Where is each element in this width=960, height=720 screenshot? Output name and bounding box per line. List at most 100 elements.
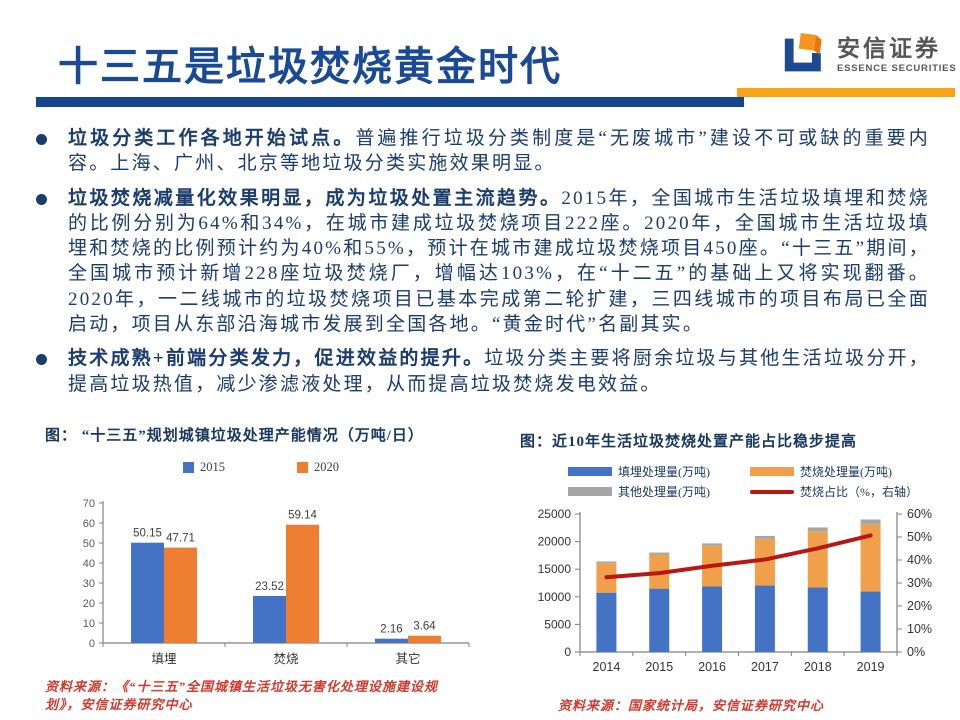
chart-legend: 填埋处理量(万吨) 焚烧处理量(万吨) 其他处理量(万吨) 焚烧占比（%，右轴） — [568, 463, 960, 500]
bar-value-label: 59.14 — [288, 510, 317, 522]
bullet-lead: 垃圾焚烧减量化效果明显，成为垃圾处置主流趋势。 — [68, 187, 562, 209]
legend-label: 焚烧处理量(万吨) — [800, 465, 892, 479]
bar — [286, 524, 319, 643]
divider-orange — [737, 88, 955, 97]
bar-value-label: 23.52 — [255, 581, 284, 593]
legend-label: 焚烧占比（%，右轴） — [800, 485, 918, 499]
stacked-bar-segment — [860, 519, 881, 525]
bullet-dot — [36, 193, 47, 205]
bar — [375, 638, 408, 643]
y-tick-label: 60 — [83, 518, 95, 530]
y-tick-label-left: 5000 — [544, 617, 571, 631]
y-tick-label: 10 — [83, 618, 95, 630]
legend-item: 2015 — [183, 459, 225, 475]
x-category-label: 其它 — [395, 651, 420, 666]
y-tick-label-right: 50% — [907, 530, 932, 544]
legend-label: 其他处理量(万吨) — [618, 485, 710, 499]
stacked-bar-segment — [596, 561, 617, 564]
x-category-label: 2015 — [645, 660, 673, 674]
bullet-text: 垃圾分类主要将厨余垃圾与其他生活垃圾分开，提高垃圾热值，减少渗滤液处理，从而提高… — [68, 348, 930, 395]
figure-landfill-vs-incineration: 图： “十三五”规划城镇垃圾处理产能情况（万吨/日） 2015 2020 0 10 2… — [45, 424, 477, 713]
x-category-label: 2018 — [804, 660, 832, 674]
y-tick-label-right: 40% — [907, 553, 932, 567]
x-category-label: 焚烧 — [273, 652, 299, 666]
share-line — [604, 533, 873, 580]
legend-swatch — [183, 461, 194, 473]
legend-item: 填埋处理量(万吨) — [568, 463, 750, 480]
chart-title: 图：近10年生活垃圾焚烧处置产能占比稳步提高 — [520, 434, 858, 450]
figure-incineration-share: 图：近10年生活垃圾焚烧处置产能占比稳步提高 填埋处理量(万吨) 焚烧处理量(万吨… — [512, 430, 960, 715]
y-tick-label-right: 30% — [907, 576, 932, 590]
y-tick-label: 40 — [83, 558, 95, 570]
brand-name-cn: 安信证券 — [837, 35, 941, 62]
x-category-label: 2017 — [751, 660, 779, 674]
bar — [408, 635, 441, 643]
legend-swatch — [568, 467, 612, 476]
stacked-bar-segment — [649, 552, 670, 555]
bar-value-label: 50.15 — [133, 528, 162, 540]
stacked-bar-segment — [860, 591, 881, 652]
bar — [164, 547, 197, 643]
brand-name-en: ESSENCE SECURITIES — [837, 63, 957, 75]
bullet-lead: 垃圾分类工作各地开始试点。 — [68, 128, 356, 149]
chart-source: 资料来源：国家统计局，安信证券研究中心 — [558, 698, 825, 713]
x-category-label: 2016 — [698, 660, 726, 674]
stacked-bar-line-chart: 0 5000 10000 15000 20000 25000 0% 10% 20% 30% 40% 5… — [538, 507, 932, 674]
stacked-bar-segment — [649, 588, 670, 652]
chart-legend: 2015 2020 — [45, 459, 477, 475]
legend-label: 2015 — [200, 459, 225, 474]
x-category-label: 填埋 — [151, 652, 177, 666]
bullet-text: 2015年，全国城市生活垃圾填埋和焚烧的比例分别为64%和34%，在城市建成垃圾… — [68, 187, 930, 336]
y-tick-label-right: 0% — [907, 645, 925, 659]
bar-value-label: 47.71 — [166, 533, 195, 545]
stacked-bar-segment — [754, 585, 775, 652]
stacked-bar-segment — [702, 586, 723, 652]
bar — [253, 595, 286, 643]
legend-label: 填埋处理量(万吨) — [618, 465, 710, 479]
bar — [131, 542, 164, 643]
bullet-text: 普遍推行垃圾分类制度是“无废城市”建设不可或缺的重要内容。上海、广州、北京等地垃… — [68, 128, 930, 175]
y-tick-label-left: 25000 — [538, 507, 572, 521]
y-tick-label-left: 10000 — [538, 590, 572, 604]
bullet-list: 垃圾分类工作各地开始试点。普遍推行垃圾分类制度是“无废城市”建设不可或缺的重要内… — [36, 126, 936, 406]
legend-label: 2020 — [314, 459, 339, 474]
stacked-bar-segment — [596, 592, 617, 652]
chart-source: 资料来源：《“十三五”全国城镇生活垃圾无害化处理设施建设规划》，安信证券研究中心 — [45, 679, 439, 712]
x-category-label: 2014 — [593, 660, 621, 674]
bullet-dot — [36, 134, 47, 145]
legend-swatch — [297, 461, 308, 473]
stacked-bar-segment — [807, 527, 828, 532]
bullet-dot — [36, 354, 47, 366]
grouped-bar-chart: 0 10 20 30 40 50 60 70 填埋 50.15 47.71 焚烧 23.52 59.14 其… — [83, 498, 470, 666]
stacked-bar-segment — [860, 524, 881, 592]
y-tick-label: 20 — [83, 598, 95, 610]
bullet-item: 技术成熟+前端分类发力，促进效益的提升。垃圾分类主要将厨余垃圾与其他生活垃圾分开… — [36, 346, 936, 397]
x-category-label: 2019 — [857, 660, 885, 674]
brand-logo: 安信证券 ESSENCE SECURITIES — [780, 27, 956, 84]
y-tick-label-left: 20000 — [538, 535, 572, 549]
y-tick-label: 50 — [83, 538, 95, 550]
y-tick-label-right: 60% — [907, 507, 932, 521]
y-tick-label-left: 0 — [564, 645, 571, 659]
bar-value-label: 2.16 — [380, 624, 402, 636]
legend-item: 2020 — [297, 459, 339, 475]
essence-logo-icon — [780, 27, 828, 84]
bullet-lead: 技术成熟+前端分类发力，促进效益的提升。 — [68, 348, 485, 370]
chart-title: 图： “十三五”规划城镇垃圾处理产能情况（万吨/日） — [45, 428, 424, 444]
y-tick-label: 0 — [89, 638, 95, 650]
legend-item: 焚烧占比（%，右轴） — [750, 483, 960, 500]
y-tick-label-left: 15000 — [538, 562, 572, 576]
y-tick-label-right: 10% — [907, 622, 932, 636]
stacked-bar-segment — [807, 531, 828, 588]
legend-item: 焚烧处理量(万吨) — [750, 463, 960, 480]
page-title: 十三五是垃圾焚烧黄金时代 — [58, 45, 562, 89]
bar-value-label: 3.64 — [413, 621, 436, 633]
y-tick-label: 70 — [83, 498, 95, 510]
bullet-item: 垃圾分类工作各地开始试点。普遍推行垃圾分类制度是“无废城市”建设不可或缺的重要内… — [36, 126, 936, 177]
stacked-bar-segment — [754, 538, 775, 586]
bullet-item: 垃圾焚烧减量化效果明显，成为垃圾处置主流趋势。2015年，全国城市生活垃圾填埋和… — [36, 186, 936, 338]
legend-swatch — [750, 467, 794, 476]
stacked-bar-segment — [807, 587, 828, 652]
legend-swatch — [750, 489, 794, 494]
